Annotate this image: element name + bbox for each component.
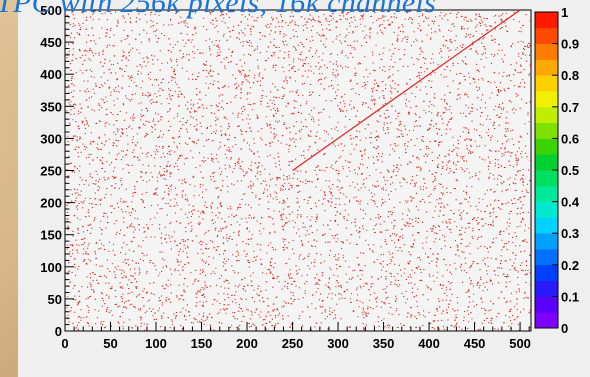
colorbar-segment: [535, 75, 558, 92]
x-tick-label: 500: [509, 336, 531, 351]
colorbar-tick-label: 0.6: [561, 131, 579, 146]
x-tick-label: 150: [191, 336, 213, 351]
colorbar-segment: [535, 280, 558, 297]
colorbar-segment: [535, 122, 558, 139]
x-tick-label: 100: [145, 336, 167, 351]
colorbar-segment: [535, 296, 558, 313]
track-line: [292, 9, 521, 171]
colorbar-tick-label: 0.7: [561, 100, 579, 115]
colorbar-segment: [535, 249, 558, 266]
y-tick-label: 450: [40, 35, 62, 50]
colorbar-tick-label: 0.5: [561, 163, 579, 178]
y-tick-label: 300: [40, 131, 62, 146]
colorbar-segment: [535, 170, 558, 187]
colorbar-segment: [535, 201, 558, 218]
colorbar-segment: [535, 312, 558, 329]
y-tick-label: 0: [55, 324, 62, 339]
x-tick-label: 250: [282, 336, 304, 351]
colorbar-tick-label: 0: [561, 321, 568, 336]
y-tick-label: 250: [40, 164, 62, 179]
slide-title: TPC with 256k pixels, 16k channels: [0, 0, 437, 19]
colorbar-segment: [535, 106, 558, 123]
colorbar: 0 0.1 0.2 0.3 0.4 0.5 0.6 0.7 0.8 0.9 1: [534, 5, 580, 336]
x-tick-label: 50: [103, 336, 117, 351]
colorbar-segment: [535, 138, 558, 155]
colorbar-tick-label: 0.2: [561, 258, 579, 273]
colorbar-segment: [535, 233, 558, 250]
plot-area: [64, 9, 532, 332]
colorbar-tick-label: 1: [561, 5, 568, 20]
colorbar-tick-label: 0.3: [561, 226, 579, 241]
colorbar-segment: [535, 43, 558, 60]
colorbar-segment: [535, 12, 558, 29]
chart-panel: 0 50 100 150 200 250 300 350 400 450 500 0 50 100 150 2…: [18, 0, 590, 377]
colorbar-segment: [535, 91, 558, 108]
y-tick-label: 50: [48, 292, 62, 307]
colorbar-tick-label: 0.4: [561, 195, 580, 210]
y-tick-label: 400: [40, 67, 62, 82]
axis-layer: 0 50 100 150 200 250 300 350 400 450 500 0 50 100 150 2…: [40, 3, 531, 351]
colorbar-segment: [535, 264, 558, 281]
y-tick-label: 500: [40, 3, 62, 18]
x-tick-label: 400: [418, 336, 440, 351]
x-tick-label: 350: [373, 336, 395, 351]
chart-svg: 0 50 100 150 200 250 300 350 400 450 500 0 50 100 150 2…: [40, 3, 580, 351]
colorbar-segment: [535, 185, 558, 202]
colorbar-tick-label: 0.1: [561, 289, 579, 304]
x-tick-label: 200: [236, 336, 258, 351]
y-tick-label: 200: [40, 196, 62, 211]
y-tick-label: 100: [40, 260, 62, 275]
colorbar-segment: [535, 217, 558, 234]
colorbar-segment: [535, 59, 558, 76]
colorbar-tick-label: 0.9: [561, 37, 579, 52]
x-tick-label: 0: [61, 336, 68, 351]
y-tick-label: 150: [40, 228, 62, 243]
x-tick-label: 450: [464, 336, 486, 351]
x-tick-label: 300: [327, 336, 349, 351]
track-layer: [292, 9, 521, 171]
colorbar-tick-label: 0.8: [561, 68, 579, 83]
colorbar-segment: [535, 27, 558, 44]
y-tick-label: 350: [40, 99, 62, 114]
colorbar-segment: [535, 154, 558, 171]
